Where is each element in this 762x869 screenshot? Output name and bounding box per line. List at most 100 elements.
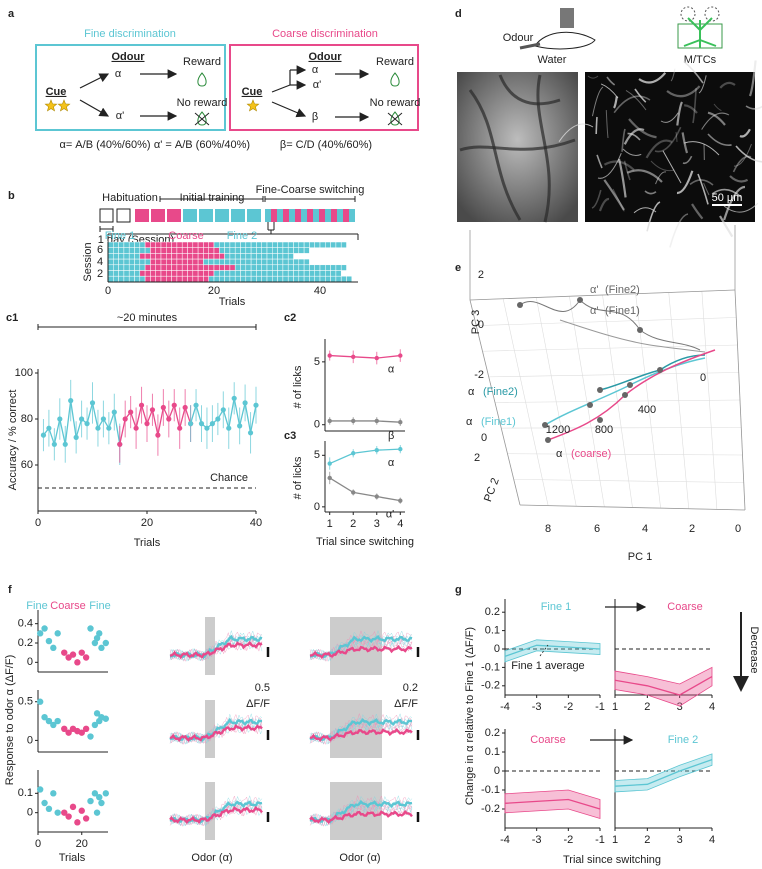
x-tick-label: 2 bbox=[644, 834, 650, 846]
trial-cell bbox=[234, 247, 241, 254]
data-point bbox=[128, 409, 134, 415]
trial-cell bbox=[240, 241, 247, 248]
trajectory-point bbox=[622, 392, 628, 398]
trial-cell bbox=[128, 247, 135, 254]
trial-cell bbox=[128, 253, 135, 260]
trial-cell bbox=[208, 270, 215, 277]
trial-cell bbox=[272, 258, 278, 266]
trial-cell bbox=[266, 241, 273, 248]
data-point bbox=[95, 425, 101, 431]
neurite bbox=[591, 86, 604, 117]
label: Coarse bbox=[530, 734, 565, 746]
data-point bbox=[93, 634, 101, 642]
label: Cue bbox=[46, 86, 67, 98]
data-point bbox=[40, 432, 47, 438]
session-cell bbox=[307, 209, 313, 222]
neurite bbox=[644, 190, 657, 195]
trial-cell bbox=[166, 275, 172, 283]
trial-cell bbox=[107, 275, 114, 283]
label: 6 bbox=[97, 244, 103, 256]
data-point bbox=[54, 630, 61, 637]
trial-cell bbox=[107, 247, 114, 254]
trial-cell bbox=[160, 253, 167, 260]
trial-cell bbox=[272, 253, 278, 260]
y-tick-label: 0 bbox=[314, 501, 320, 513]
trial-cell bbox=[330, 241, 337, 248]
label: 50 µm bbox=[712, 192, 743, 204]
trial-cell bbox=[155, 264, 162, 271]
trial-cell bbox=[134, 264, 141, 271]
neurite bbox=[587, 75, 599, 79]
neurite bbox=[645, 139, 673, 159]
label: β= C/D (40%/60%) bbox=[280, 139, 372, 151]
trial-cell bbox=[139, 270, 146, 277]
trial-cell bbox=[234, 253, 241, 260]
trial-cell bbox=[309, 241, 315, 248]
trial-cell bbox=[319, 241, 326, 248]
trial-cell bbox=[166, 241, 172, 248]
trial-cell bbox=[192, 258, 199, 266]
data-point bbox=[327, 418, 332, 424]
label: 0 bbox=[481, 432, 487, 444]
trial-cell bbox=[266, 253, 273, 260]
neurite bbox=[697, 173, 709, 205]
x-tick-label: -1 bbox=[595, 701, 605, 713]
neurite bbox=[735, 145, 762, 163]
session-cell bbox=[135, 209, 149, 222]
label: 1200 bbox=[546, 424, 570, 436]
trial-cell bbox=[171, 264, 178, 271]
trial-cell bbox=[282, 253, 289, 260]
trial-cell bbox=[166, 247, 172, 254]
session-cell bbox=[271, 209, 277, 222]
neurite bbox=[558, 123, 594, 142]
trial-cell bbox=[118, 270, 125, 277]
y-tick-label: 0 bbox=[27, 734, 33, 746]
trial-cell bbox=[176, 247, 183, 254]
neurite bbox=[622, 148, 642, 156]
trial-cell bbox=[277, 253, 284, 260]
trial-cell bbox=[234, 241, 241, 248]
trial-cell bbox=[240, 258, 247, 266]
star-icon bbox=[246, 99, 260, 112]
trajectory-point bbox=[545, 437, 551, 443]
y-axis-label: # of licks bbox=[292, 365, 304, 408]
panel-label: d bbox=[455, 8, 462, 20]
session-cell bbox=[215, 209, 229, 222]
neurite bbox=[625, 89, 647, 111]
trial-cell bbox=[150, 253, 156, 260]
data-point bbox=[209, 421, 215, 427]
line bbox=[271, 84, 291, 93]
trial-cell bbox=[160, 241, 167, 248]
label: α bbox=[468, 386, 475, 398]
data-point bbox=[41, 714, 48, 721]
session-cell bbox=[301, 209, 307, 222]
trial-cell bbox=[245, 264, 252, 271]
trial-cell bbox=[118, 258, 125, 266]
neurite bbox=[596, 154, 603, 169]
neurite bbox=[748, 60, 757, 97]
trial-cell bbox=[128, 258, 135, 266]
label: Reward bbox=[376, 56, 414, 68]
x-tick-label: 1 bbox=[612, 834, 618, 846]
trial-cell bbox=[298, 264, 305, 271]
label: 0 bbox=[735, 523, 741, 535]
trial-cell bbox=[245, 241, 252, 248]
neurite bbox=[745, 105, 762, 110]
trial-cell bbox=[261, 275, 268, 283]
trial-cell bbox=[144, 264, 151, 271]
trace bbox=[309, 802, 413, 826]
label: Response to odor α (ΔF/F) bbox=[4, 655, 16, 785]
trial-cell bbox=[314, 275, 321, 283]
data-point bbox=[111, 409, 117, 415]
x-tick-label: -2 bbox=[563, 701, 573, 713]
session-cell bbox=[295, 209, 301, 222]
trajectory bbox=[559, 319, 706, 353]
session-cell bbox=[343, 209, 349, 222]
session-cell bbox=[337, 209, 343, 222]
trial-cell bbox=[192, 247, 199, 254]
line bbox=[668, 292, 690, 509]
y-tick-label: 0.1 bbox=[485, 746, 500, 758]
data-point bbox=[91, 721, 99, 729]
data-point bbox=[73, 434, 79, 440]
